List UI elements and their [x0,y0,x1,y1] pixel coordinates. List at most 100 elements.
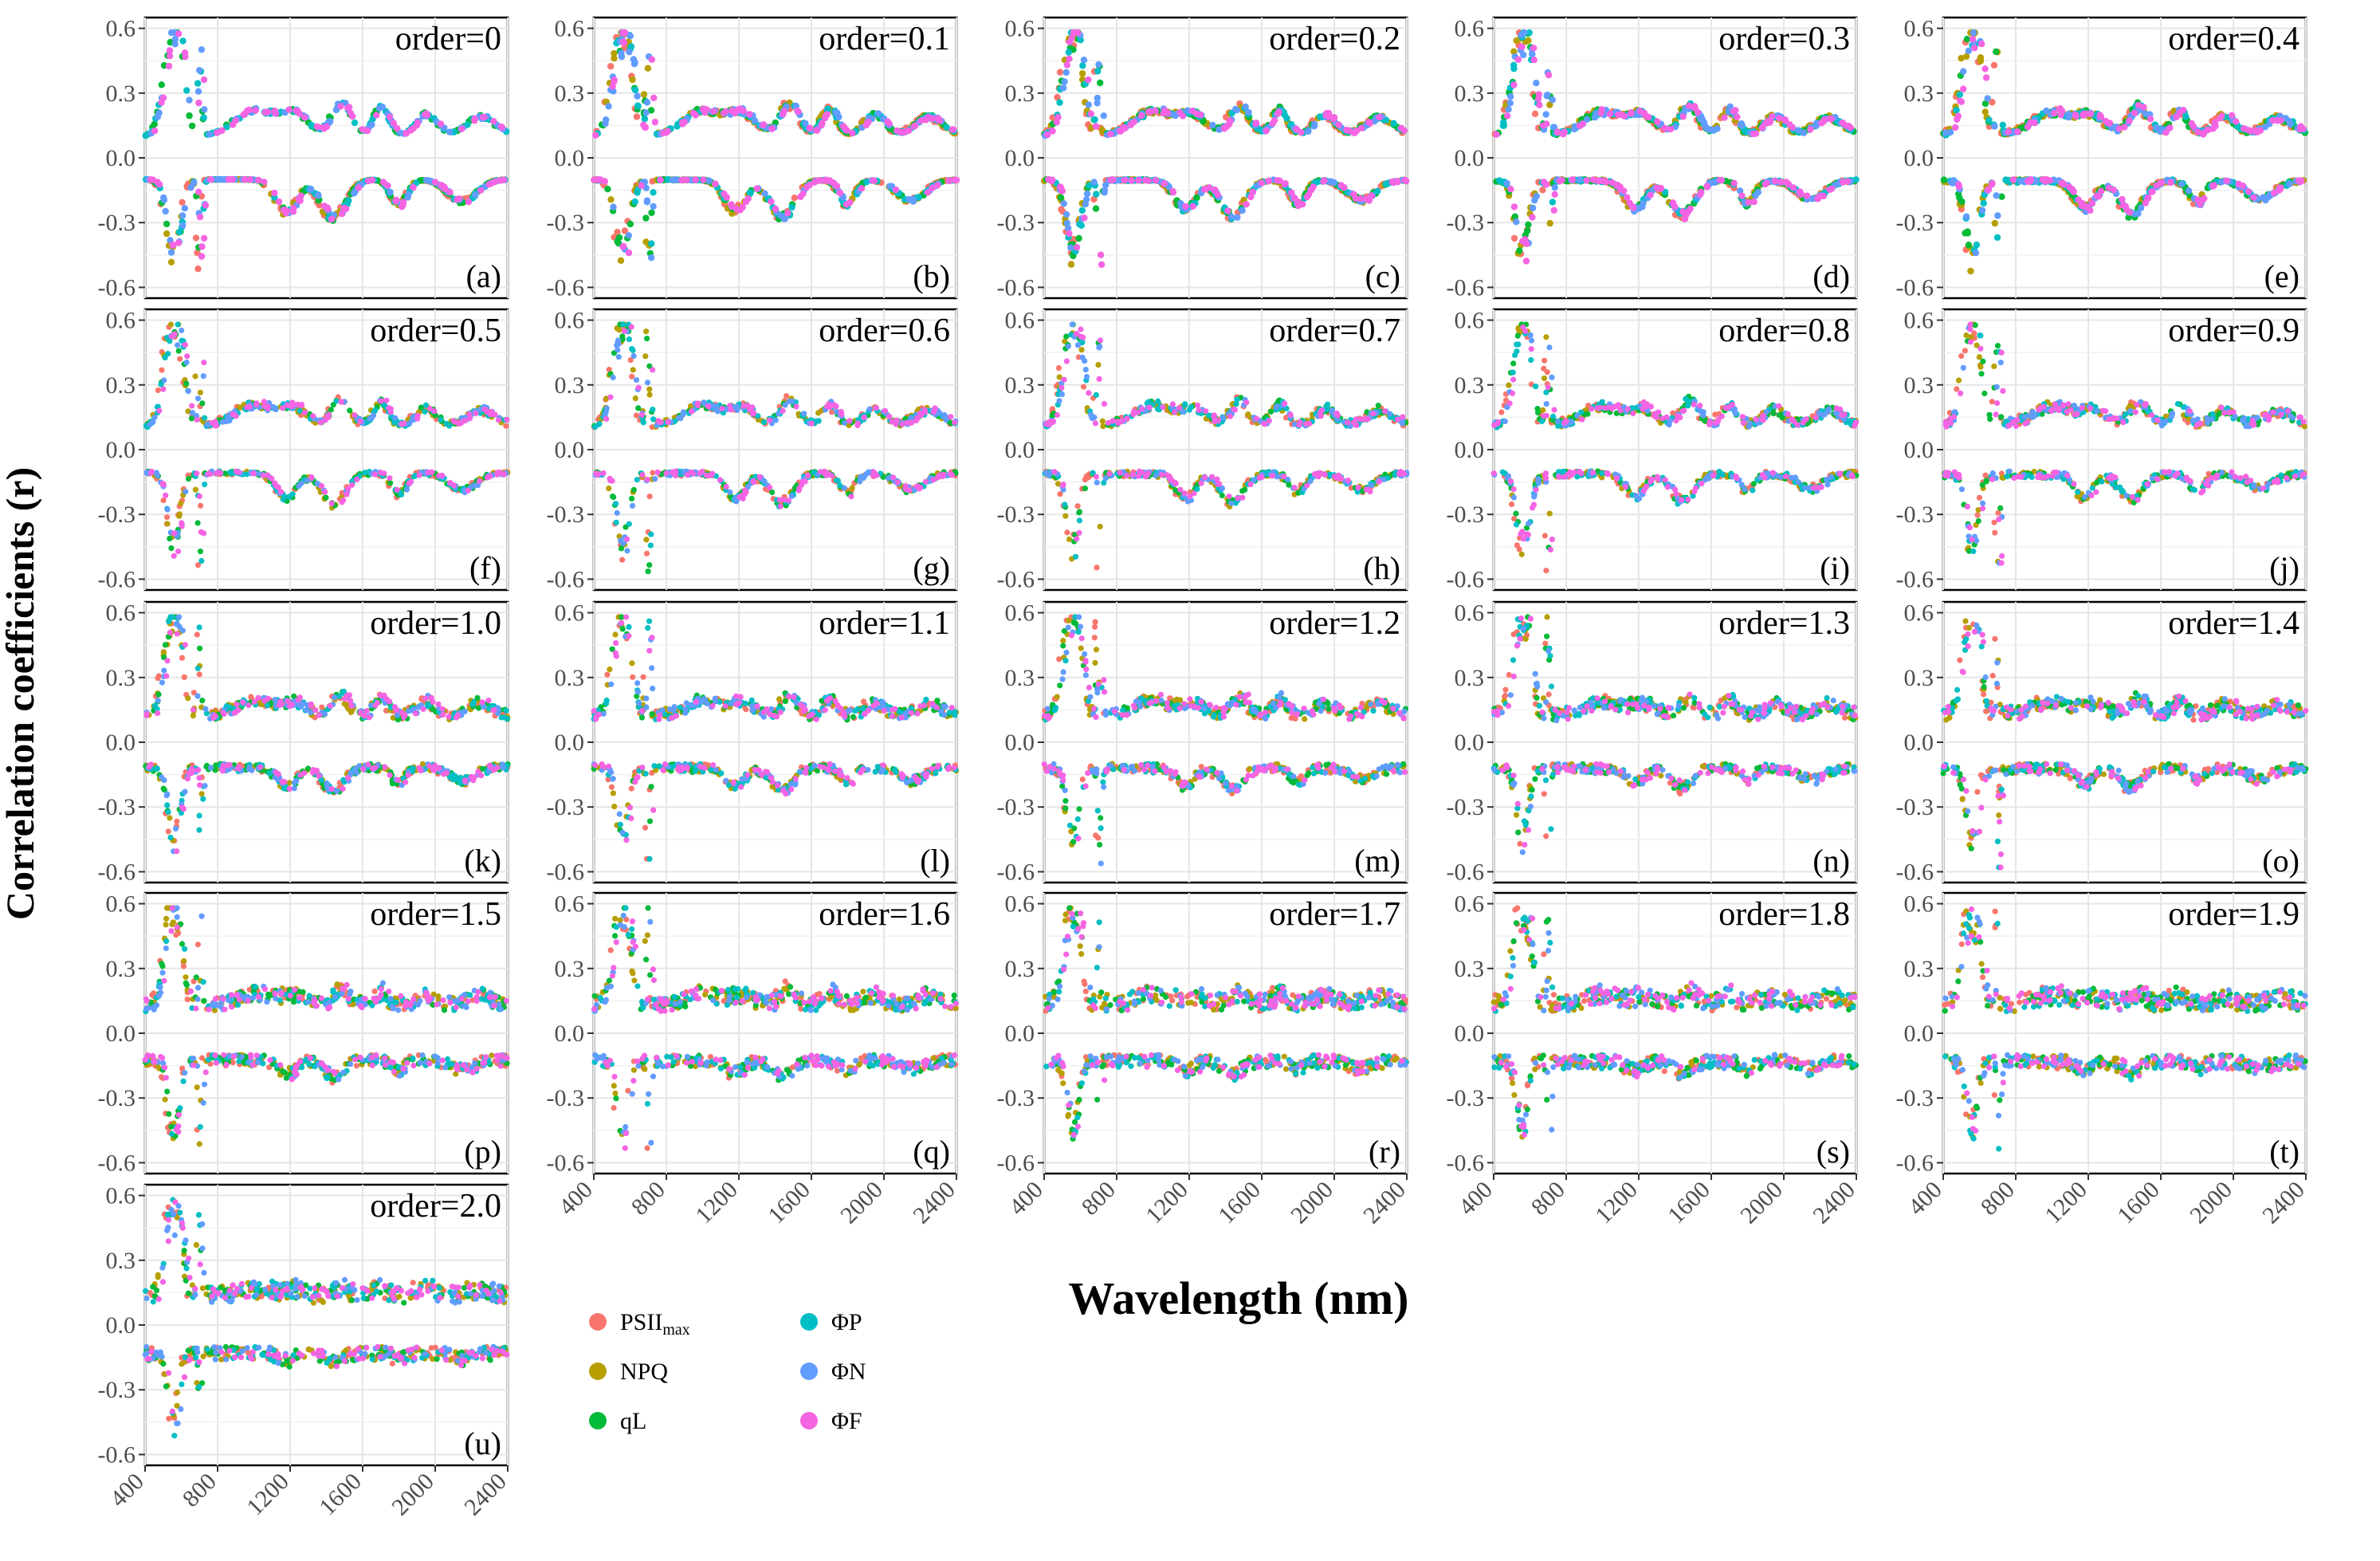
data-point [179,520,184,525]
data-point [2298,178,2304,184]
data-point [2107,120,2113,126]
data-point [1615,112,1621,118]
y-tick-label: 0.6 [1005,16,1035,42]
data-point [642,109,649,116]
data-point [1982,108,1989,115]
data-point [1121,177,1128,183]
data-point [175,30,182,37]
data-point [1304,194,1310,200]
data-point [1086,101,1092,108]
data-point [499,124,505,131]
data-point [2153,124,2159,131]
data-point [929,116,935,122]
data-point [201,373,206,379]
data-point [2014,128,2021,135]
data-point [905,196,912,202]
data-point [1559,177,1565,183]
data-point [394,125,400,132]
data-point [710,108,717,115]
data-point [176,229,183,235]
data-point [247,176,253,183]
data-point [324,124,330,130]
data-point [1966,242,1972,248]
y-tick-label: 0.3 [1005,81,1035,107]
data-point [728,201,734,207]
data-point [1628,110,1634,116]
data-point [901,129,908,136]
data-point [1654,118,1660,124]
data-point [644,99,650,105]
data-point [198,46,205,53]
data-point [1985,187,1991,193]
data-point [346,104,352,110]
data-point [1507,186,1514,192]
data-point [477,478,482,484]
data-point [164,514,170,520]
y-tick-label: -0.3 [547,210,585,236]
data-point [1079,207,1086,214]
data-point [315,192,321,199]
data-point [1085,77,1091,83]
data-point [2116,125,2123,132]
data-point [1401,128,1408,134]
data-point [2059,108,2065,114]
data-point [1531,57,1538,63]
data-point [1121,125,1128,132]
data-point [503,423,509,429]
data-point [1532,111,1538,117]
data-point [159,81,165,88]
data-point [641,91,647,97]
data-point [1061,200,1067,206]
data-point [1259,179,1265,186]
y-tick-label: 0.6 [1455,16,1485,42]
data-point [1549,96,1556,103]
y-tick-label: -0.6 [1447,274,1485,301]
data-point [1545,72,1552,78]
data-point [201,114,207,120]
data-point [195,100,202,106]
data-point [746,190,752,196]
data-point [700,106,706,112]
data-point [1063,69,1070,76]
data-point [198,390,203,395]
data-point [2089,200,2095,206]
data-point [403,130,409,136]
data-point [195,88,202,95]
data-point [2241,125,2247,132]
data-point [2229,112,2235,119]
data-point [925,189,931,195]
data-point [2138,205,2144,211]
y-tick-label: 0.3 [555,81,585,107]
data-point [1547,220,1553,226]
data-point [1295,199,1302,205]
data-point [811,179,818,185]
data-point [1266,178,1272,184]
data-point [253,107,259,113]
data-point [678,177,685,183]
data-point [1081,57,1087,63]
data-point [669,177,675,183]
data-point [481,114,487,120]
data-point [1153,177,1159,183]
data-point [2250,195,2256,201]
data-point [201,77,207,83]
data-point [465,199,472,205]
data-point [178,501,183,506]
data-point [949,126,956,132]
data-point [355,184,362,191]
data-point [1973,250,1979,256]
data-point [1510,65,1517,72]
data-point [1311,123,1318,129]
data-point [2098,113,2104,120]
panel-title: order=0.2 [1269,21,1400,57]
data-point [1630,204,1636,210]
data-point [167,536,172,541]
data-point [1963,214,1970,220]
data-point [1061,78,1067,85]
data-point [1190,203,1196,210]
data-point [1680,113,1687,120]
data-point [1057,183,1063,190]
panel-tag: (b) [913,258,950,294]
